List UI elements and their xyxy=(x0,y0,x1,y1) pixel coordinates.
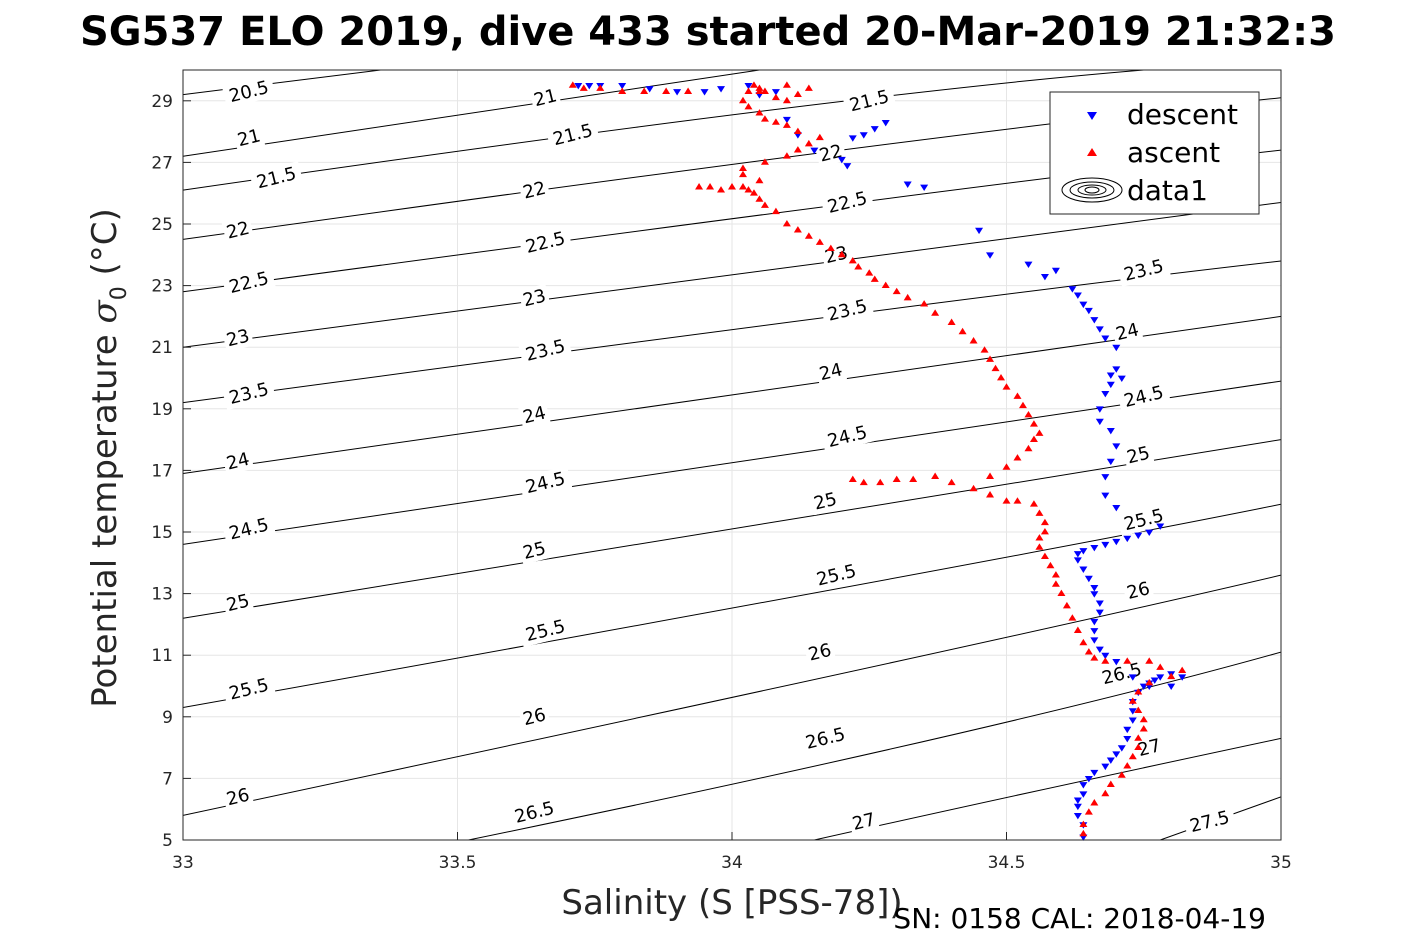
y-axis-label-sigma: σ xyxy=(85,300,125,324)
chart-title: SG537 ELO 2019, dive 433 started 20-Mar-… xyxy=(80,9,1336,55)
y-tick-label-4: 13 xyxy=(151,585,173,605)
x-tick-label-3: 34.5 xyxy=(988,853,1026,873)
y-tick-label-7: 19 xyxy=(151,400,173,420)
x-tick-label-1: 33.5 xyxy=(439,853,477,873)
x-axis-label: Salinity (S [PSS-78]) xyxy=(561,883,902,923)
x-tick-label-0: 33 xyxy=(172,853,194,873)
y-tick-label-6: 17 xyxy=(151,461,173,481)
ts-diagram: SG537 ELO 2019, dive 433 started 20-Mar-… xyxy=(0,0,1417,945)
y-tick-label-1: 7 xyxy=(162,769,173,789)
legend-label-data1: data1 xyxy=(1127,174,1208,207)
x-tick-label-2: 34 xyxy=(721,853,743,873)
legend: descent ascent data1 xyxy=(1050,92,1259,214)
y-tick-label-0: 5 xyxy=(162,831,173,851)
x-tick-label-4: 35 xyxy=(1270,853,1292,873)
legend-label-descent: descent xyxy=(1127,98,1238,131)
footer-serial-calibration: SN: 0158 CAL: 2018-04-19 xyxy=(893,902,1266,935)
y-tick-label-10: 25 xyxy=(151,215,173,235)
y-tick-label-9: 23 xyxy=(151,277,173,297)
y-axis-label-main: Potential temperature xyxy=(85,324,125,708)
y-tick-label-3: 11 xyxy=(151,646,173,666)
y-axis-label-unit: (°C) xyxy=(85,208,125,286)
y-axis-label: Potential temperature σ0 (°C) xyxy=(85,208,132,708)
y-axis-label-subscript: 0 xyxy=(107,286,132,300)
y-tick-label-5: 15 xyxy=(151,523,173,543)
y-tick-label-12: 29 xyxy=(151,92,173,112)
legend-label-ascent: ascent xyxy=(1127,136,1220,169)
y-tick-label-8: 21 xyxy=(151,338,173,358)
y-tick-label-11: 27 xyxy=(151,153,173,173)
y-tick-label-2: 9 xyxy=(162,708,173,728)
